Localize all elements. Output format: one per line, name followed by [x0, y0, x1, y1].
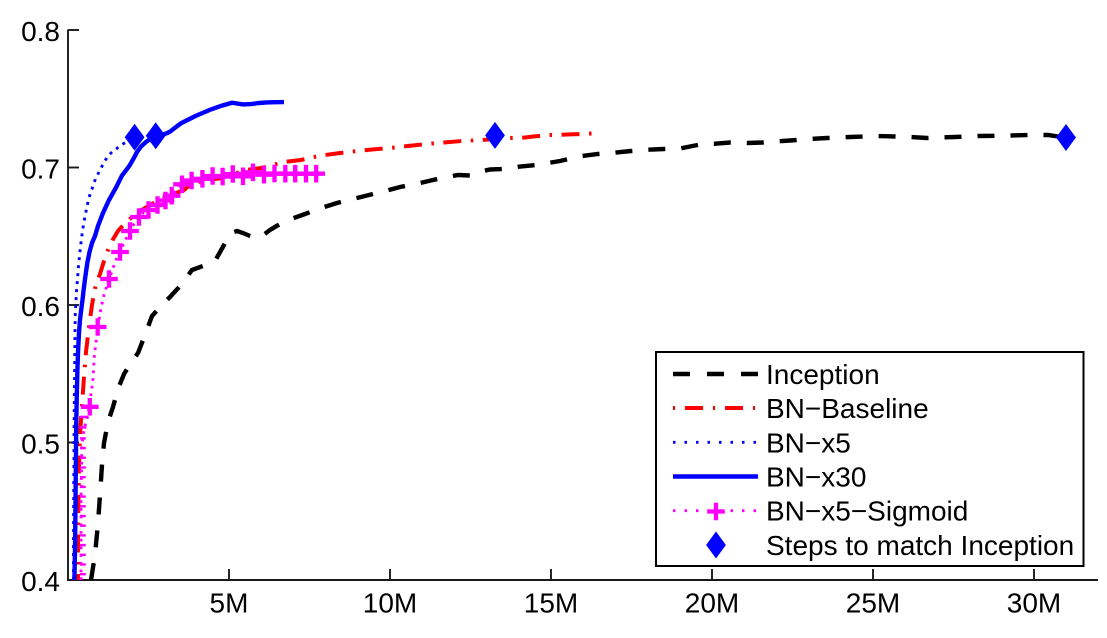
- svg-text:BN−Baseline: BN−Baseline: [766, 393, 929, 424]
- svg-text:0.6: 0.6: [21, 291, 60, 322]
- svg-text:20M: 20M: [685, 588, 739, 619]
- svg-text:25M: 25M: [846, 588, 900, 619]
- svg-text:0.7: 0.7: [21, 154, 60, 185]
- svg-text:0.5: 0.5: [21, 429, 60, 460]
- svg-text:10M: 10M: [363, 588, 417, 619]
- svg-text:0.4: 0.4: [21, 566, 60, 597]
- svg-text:15M: 15M: [524, 588, 578, 619]
- svg-text:30M: 30M: [1007, 588, 1061, 619]
- svg-text:Inception: Inception: [766, 359, 880, 390]
- svg-text:Steps to match Inception: Steps to match Inception: [766, 530, 1074, 561]
- svg-text:BN−x5: BN−x5: [766, 427, 851, 458]
- svg-text:BN−x5−Sigmoid: BN−x5−Sigmoid: [766, 496, 968, 527]
- svg-text:0.8: 0.8: [21, 16, 60, 47]
- svg-text:5M: 5M: [210, 588, 249, 619]
- svg-text:BN−x30: BN−x30: [766, 462, 866, 493]
